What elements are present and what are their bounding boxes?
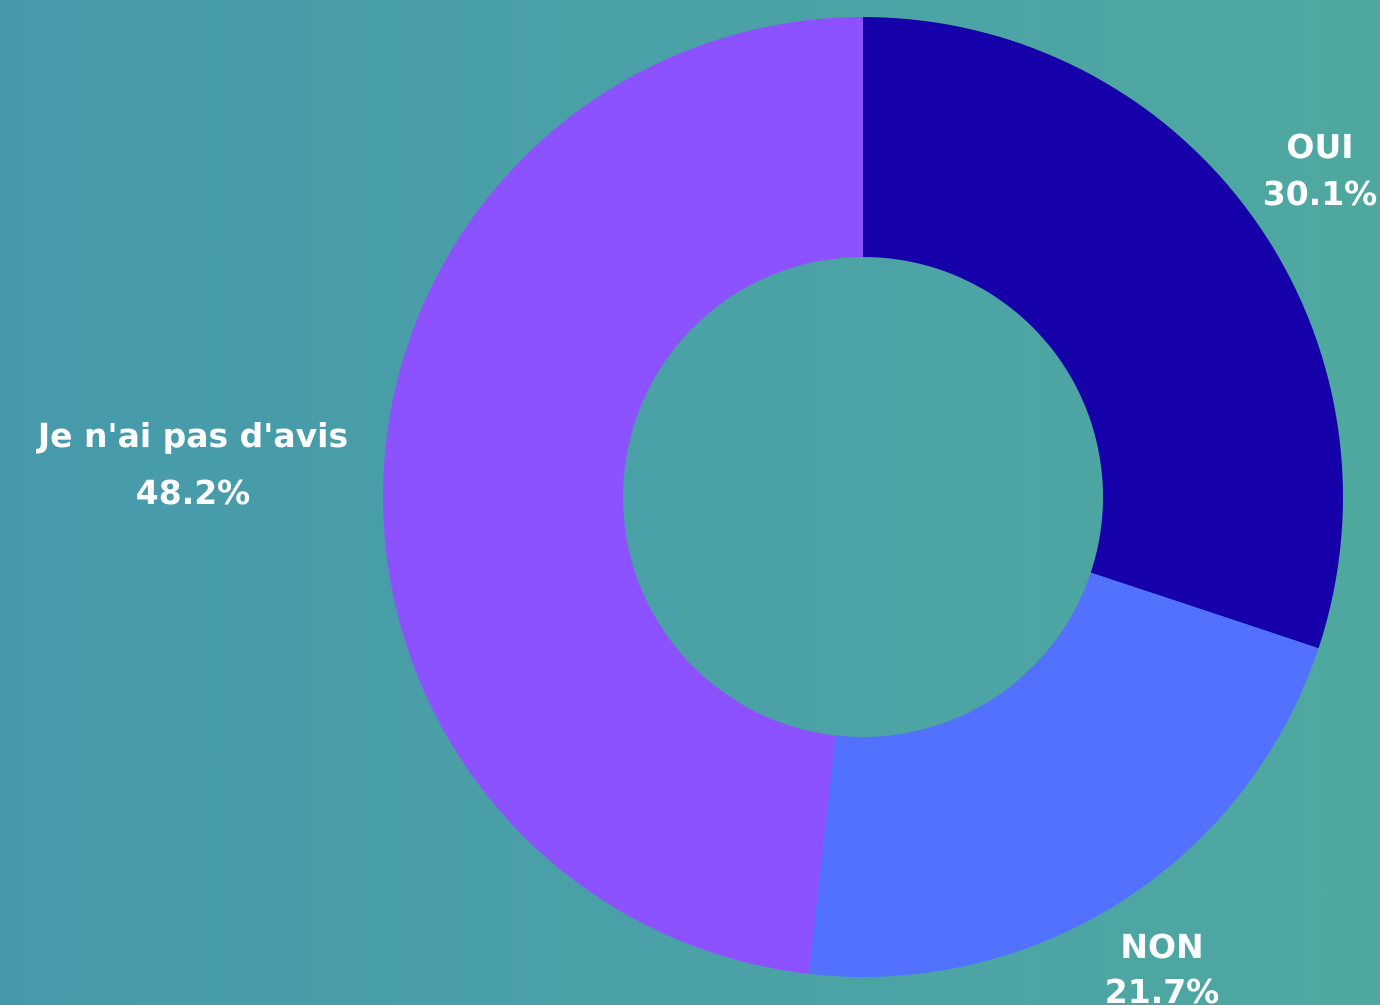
slice-label-non: NON bbox=[1120, 927, 1203, 966]
slice-labels: OUI 30.1% NON 21.7% Je n'ai pas d'avis 48.2% bbox=[36, 127, 1377, 1005]
slice-oui bbox=[863, 17, 1343, 649]
slice-value-je-n-ai-pas-d-avis: 48.2% bbox=[136, 473, 251, 512]
slice-label-oui: OUI bbox=[1286, 127, 1353, 166]
slice-label-je-n-ai-pas-d-avis: Je n'ai pas d'avis bbox=[36, 416, 348, 455]
slice-je-n-ai-pas-d-avis bbox=[383, 17, 863, 974]
slice-non bbox=[808, 572, 1319, 977]
donut-slices bbox=[383, 17, 1343, 977]
slice-value-non: 21.7% bbox=[1105, 972, 1220, 1005]
slice-value-oui: 30.1% bbox=[1263, 174, 1378, 213]
